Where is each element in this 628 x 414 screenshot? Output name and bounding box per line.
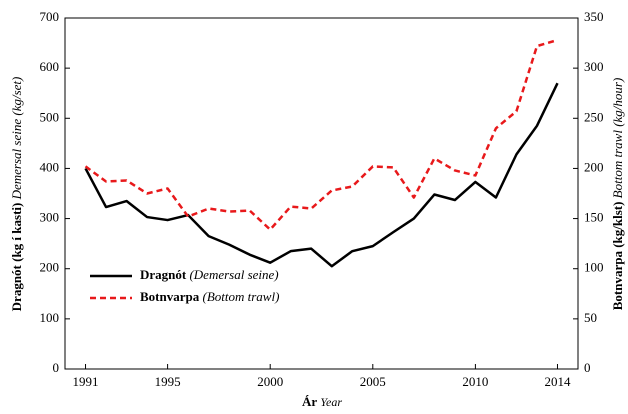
plot-frame [64,17,579,370]
y-label-sub: Demersal seine (kg/set) [9,77,24,201]
y-tick-label: 100 [40,310,60,325]
y-axis-label: Dragnót (kg í kasti) Demersal seine (kg/… [9,77,24,312]
legend-label: Dragnót (Demersal seine) [140,267,279,282]
y2-tick-label: 350 [584,9,604,24]
x-tick-label: 1991 [73,374,99,389]
y2-tick-label: 250 [584,109,604,124]
series-line [84,82,559,268]
y2-label-main: Botnvarpa (kg/klst) [610,202,625,311]
y2-tick-label: 100 [584,260,604,275]
legend-name: Botnvarpa [140,289,200,304]
y-tick-label: 600 [40,59,60,74]
y-tick-label: 700 [40,9,60,24]
x-tick-label: 2010 [462,374,488,389]
x-tick-label: 2005 [360,374,386,389]
y-tick-label: 400 [40,159,60,174]
legend-name-sub: (Demersal seine) [189,267,278,282]
x-tick-label: 2000 [257,374,283,389]
y-tick-label: 500 [40,109,60,124]
x-axis-label: Ár Year [302,394,342,409]
y-tick-label: 0 [53,360,60,375]
x-label-main: Ár [302,394,317,409]
y2-axis-label: Botnvarpa (kg/klst) Bottom trawl (kg/hou… [610,78,625,311]
y-tick-label: 200 [40,260,60,275]
series-line [84,38,558,231]
x-tick-label: 2014 [544,374,571,389]
y2-tick-label: 300 [584,59,604,74]
x-label-sub: Year [320,395,342,409]
legend-name: Dragnót [140,267,187,282]
legend-label: Botnvarpa (Bottom trawl) [140,289,279,304]
y-label-main: Dragnót (kg í kasti) [9,203,24,312]
legend-name-sub: (Bottom trawl) [202,289,279,304]
x-tick-label: 1995 [155,374,181,389]
y2-label-sub: Bottom trawl (kg/hour) [610,78,625,199]
y2-tick-label: 0 [584,360,591,375]
y-tick-label: 300 [40,210,60,225]
y2-tick-label: 150 [584,210,604,225]
y2-tick-label: 50 [584,310,597,325]
y2-tick-label: 200 [584,159,604,174]
